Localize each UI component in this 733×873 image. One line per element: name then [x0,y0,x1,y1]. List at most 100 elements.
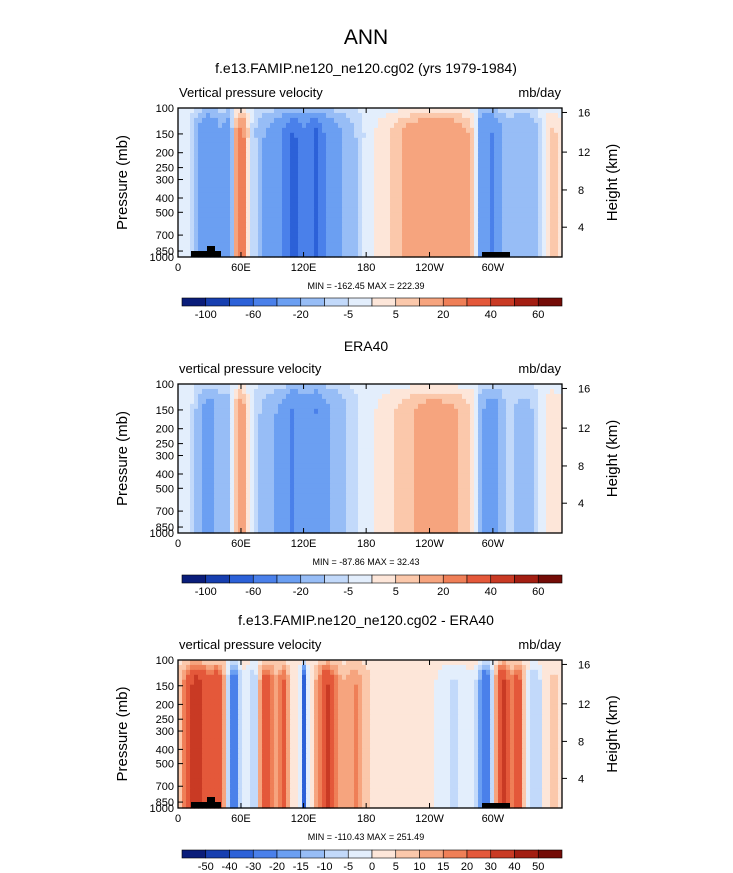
heatmap-cell [486,222,491,228]
heatmap-cell [522,222,527,228]
heatmap-cell [502,433,507,440]
heatmap-cell [386,152,391,159]
heatmap-cell [506,152,511,159]
y-tick-label: 200 [156,148,174,160]
heatmap-cell [262,172,267,179]
heatmap-cell [382,172,387,179]
heatmap-cell [414,453,419,460]
heatmap-cell [198,187,203,194]
heatmap-cell [386,428,391,435]
heatmap-cell [258,152,263,159]
heatmap-cell [274,172,279,179]
heatmap-cell [218,207,223,213]
heatmap-cell [450,222,455,228]
heatmap-cell [490,222,495,228]
heatmap-cell [322,393,327,400]
heatmap-cell [274,473,279,479]
heatmap-cell [210,202,215,208]
heatmap-cell [350,478,355,484]
heatmap-cell [534,237,539,243]
heatmap-cell [266,398,271,405]
heatmap-cell [202,212,207,218]
heatmap-cell [526,132,531,139]
heatmap-cell [334,122,339,129]
heatmap-cell [446,384,451,390]
heatmap-cell [534,448,539,455]
heatmap-cell [538,242,543,248]
heatmap-cell [290,252,295,258]
heatmap-cell [478,468,483,474]
heatmap-cell [254,468,259,474]
heatmap-cell [426,212,431,218]
heatmap-cell [426,172,431,179]
heatmap-cell [202,152,207,159]
heatmap-cell [442,157,447,164]
heatmap-cell [246,237,251,243]
heatmap-cell [278,423,283,430]
heatmap-cell [354,478,359,484]
heatmap-cell [402,108,407,114]
heatmap-cell [258,202,263,208]
heatmap-cell [390,433,395,440]
heatmap-cell [190,232,195,238]
heatmap-cell [206,192,211,198]
heatmap-cell [546,182,551,189]
heatmap-cell [370,172,375,179]
heatmap-cell [546,108,551,114]
heatmap-cell [430,192,435,198]
heatmap-cell [342,147,347,154]
heatmap-cell [246,418,251,425]
heatmap-cell [406,252,411,258]
heatmap-cell [466,468,471,474]
heatmap-cell [470,127,475,134]
heatmap-cell [238,147,243,154]
heatmap-cell [254,202,259,208]
heatmap-cell [498,137,503,144]
heatmap-cell [230,152,235,159]
heatmap-cell [466,438,471,445]
heatmap-cell [414,132,419,139]
heatmap-cell [342,132,347,139]
heatmap-cell [490,408,495,415]
heatmap-cell [222,388,227,395]
heatmap-cell [462,202,467,208]
heatmap-cell [286,428,291,435]
heatmap-cell [510,458,515,465]
heatmap-cell [430,172,435,179]
heatmap-cell [186,413,191,420]
heatmap-cell [410,222,415,228]
heatmap-cell [338,202,343,208]
heatmap-cell [438,202,443,208]
heatmap-cell [286,157,291,164]
heatmap-cell [450,433,455,440]
heatmap-cell [242,197,247,203]
heatmap-cell [470,423,475,430]
heatmap-cell [246,227,251,233]
heatmap-cell [190,398,195,405]
heatmap-cell [190,428,195,435]
heatmap-cell [546,192,551,198]
heatmap-cell [234,212,239,218]
heatmap-cell [230,483,235,489]
heatmap-cell [450,252,455,258]
heatmap-cell [330,117,335,124]
heatmap-cell [342,393,347,400]
heatmap-cell [522,127,527,134]
heatmap-cell [286,483,291,489]
heatmap-cell [266,458,271,465]
heatmap-cell [386,108,391,114]
heatmap-cell [482,453,487,460]
heatmap-cell [502,393,507,400]
heatmap-cell [254,108,259,114]
heatmap-cell [218,428,223,435]
heatmap-cell [398,413,403,420]
heatmap-cell [470,408,475,415]
heatmap-cell [378,413,383,420]
heatmap-cell [498,384,503,390]
heatmap-cell [302,242,307,248]
heatmap-cell [182,172,187,179]
heatmap-cell [242,473,247,479]
heatmap-cell [426,147,431,154]
heatmap-cell [398,433,403,440]
heatmap-cell [354,473,359,479]
